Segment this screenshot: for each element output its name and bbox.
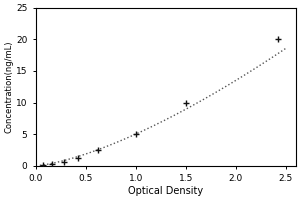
X-axis label: Optical Density: Optical Density <box>128 186 203 196</box>
Y-axis label: Concentration(ng/mL): Concentration(ng/mL) <box>4 40 13 133</box>
